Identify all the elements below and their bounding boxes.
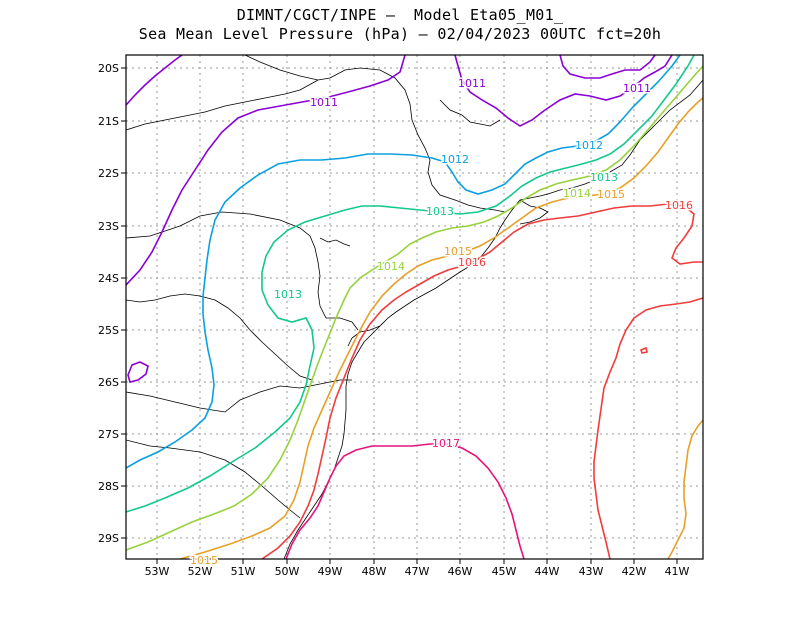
contour-label-1015: 1015	[190, 554, 218, 567]
isobar-1016-east	[593, 297, 703, 559]
isobar-1012-main	[126, 55, 681, 469]
lat-label: 25S	[98, 324, 119, 337]
contour-label-1012: 1012	[575, 139, 603, 152]
lon-label: 45W	[492, 565, 517, 578]
contour-label-1017: 1017	[432, 437, 460, 450]
isobar-1015-east	[667, 419, 703, 559]
map-title-line-1: DIMNT/CGCT/INPE – Model Eta05_M01_	[236, 6, 564, 24]
lon-label: 41W	[665, 565, 690, 578]
coastline-bay-1	[519, 199, 549, 225]
map-title-line-2: Sea Mean Level Pressure (hPa) – 02/04/20…	[138, 25, 662, 43]
river-1	[439, 99, 501, 127]
lon-label: 49W	[318, 565, 343, 578]
map-frame	[125, 54, 704, 560]
lat-label: 21S	[98, 115, 119, 128]
state-border-5	[126, 79, 319, 131]
contour-label-1015: 1015	[444, 245, 472, 258]
contour-label-1012: 1012	[441, 153, 469, 166]
isobar-1011-ne	[559, 55, 656, 79]
lat-tick-labels: 20S 21S 22S 23S 24S 25S 26S 27S 28S 29S	[98, 62, 119, 545]
lon-label: 44W	[535, 565, 560, 578]
contour-label-1016: 1016	[665, 199, 693, 212]
isobar-1017-main	[285, 443, 525, 559]
state-border-2	[126, 379, 352, 413]
isobar-1011-main	[126, 55, 406, 286]
isobar-1016-main	[261, 203, 703, 559]
lon-label: 42W	[622, 565, 647, 578]
lat-label: 22S	[98, 167, 119, 180]
lat-label: 23S	[98, 220, 119, 233]
grid	[126, 55, 703, 559]
contour-labels: 1011 1011 1011 1012 1012 1013 1013 1013 …	[189, 76, 695, 569]
lon-label: 50W	[275, 565, 300, 578]
contour-label-1013: 1013	[274, 288, 302, 301]
lat-label: 24S	[98, 272, 119, 285]
contour-label-1014: 1014	[563, 187, 591, 200]
lon-label: 52W	[188, 565, 213, 578]
contour-label-1015: 1015	[597, 188, 625, 201]
isobar-1015-main	[179, 97, 703, 559]
contour-label-1016: 1016	[458, 256, 486, 269]
isobar-1011-north	[454, 55, 673, 127]
isobar-1013-main	[126, 55, 695, 513]
tick-marks	[121, 67, 678, 564]
lon-label: 43W	[579, 565, 604, 578]
lat-label: 29S	[98, 532, 119, 545]
lon-label: 53W	[145, 565, 170, 578]
contour-label-1011: 1011	[623, 82, 651, 95]
lon-label: 48W	[362, 565, 387, 578]
isobar-1011-blob	[127, 361, 149, 383]
contour-label-1013: 1013	[590, 171, 618, 184]
lon-tick-labels: 53W 52W 51W 50W 49W 48W 47W 46W 45W 44W …	[145, 565, 690, 578]
state-border-1	[126, 211, 359, 331]
contour-label-1011: 1011	[310, 96, 338, 109]
lon-label: 46W	[448, 565, 473, 578]
river-2	[319, 237, 351, 247]
isobar-1014-main	[126, 65, 703, 551]
lat-label: 26S	[98, 376, 119, 389]
lon-label: 51W	[231, 565, 256, 578]
coastline-bay-2	[347, 325, 381, 347]
state-border-3	[126, 439, 301, 519]
border-6	[126, 293, 313, 381]
coastlines-and-borders	[126, 55, 703, 559]
contour-label-1011: 1011	[458, 77, 486, 90]
isobar-1011-west	[126, 55, 183, 106]
state-border-4	[244, 55, 506, 213]
isobar-1016-inner	[640, 346, 648, 354]
coastline	[283, 79, 703, 559]
contour-label-1014: 1014	[377, 260, 405, 273]
contour-label-1013: 1013	[426, 205, 454, 218]
lat-label: 28S	[98, 480, 119, 493]
lat-label: 20S	[98, 62, 119, 75]
lat-label: 27S	[98, 428, 119, 441]
pressure-contours	[126, 55, 703, 559]
lon-label: 47W	[405, 565, 430, 578]
